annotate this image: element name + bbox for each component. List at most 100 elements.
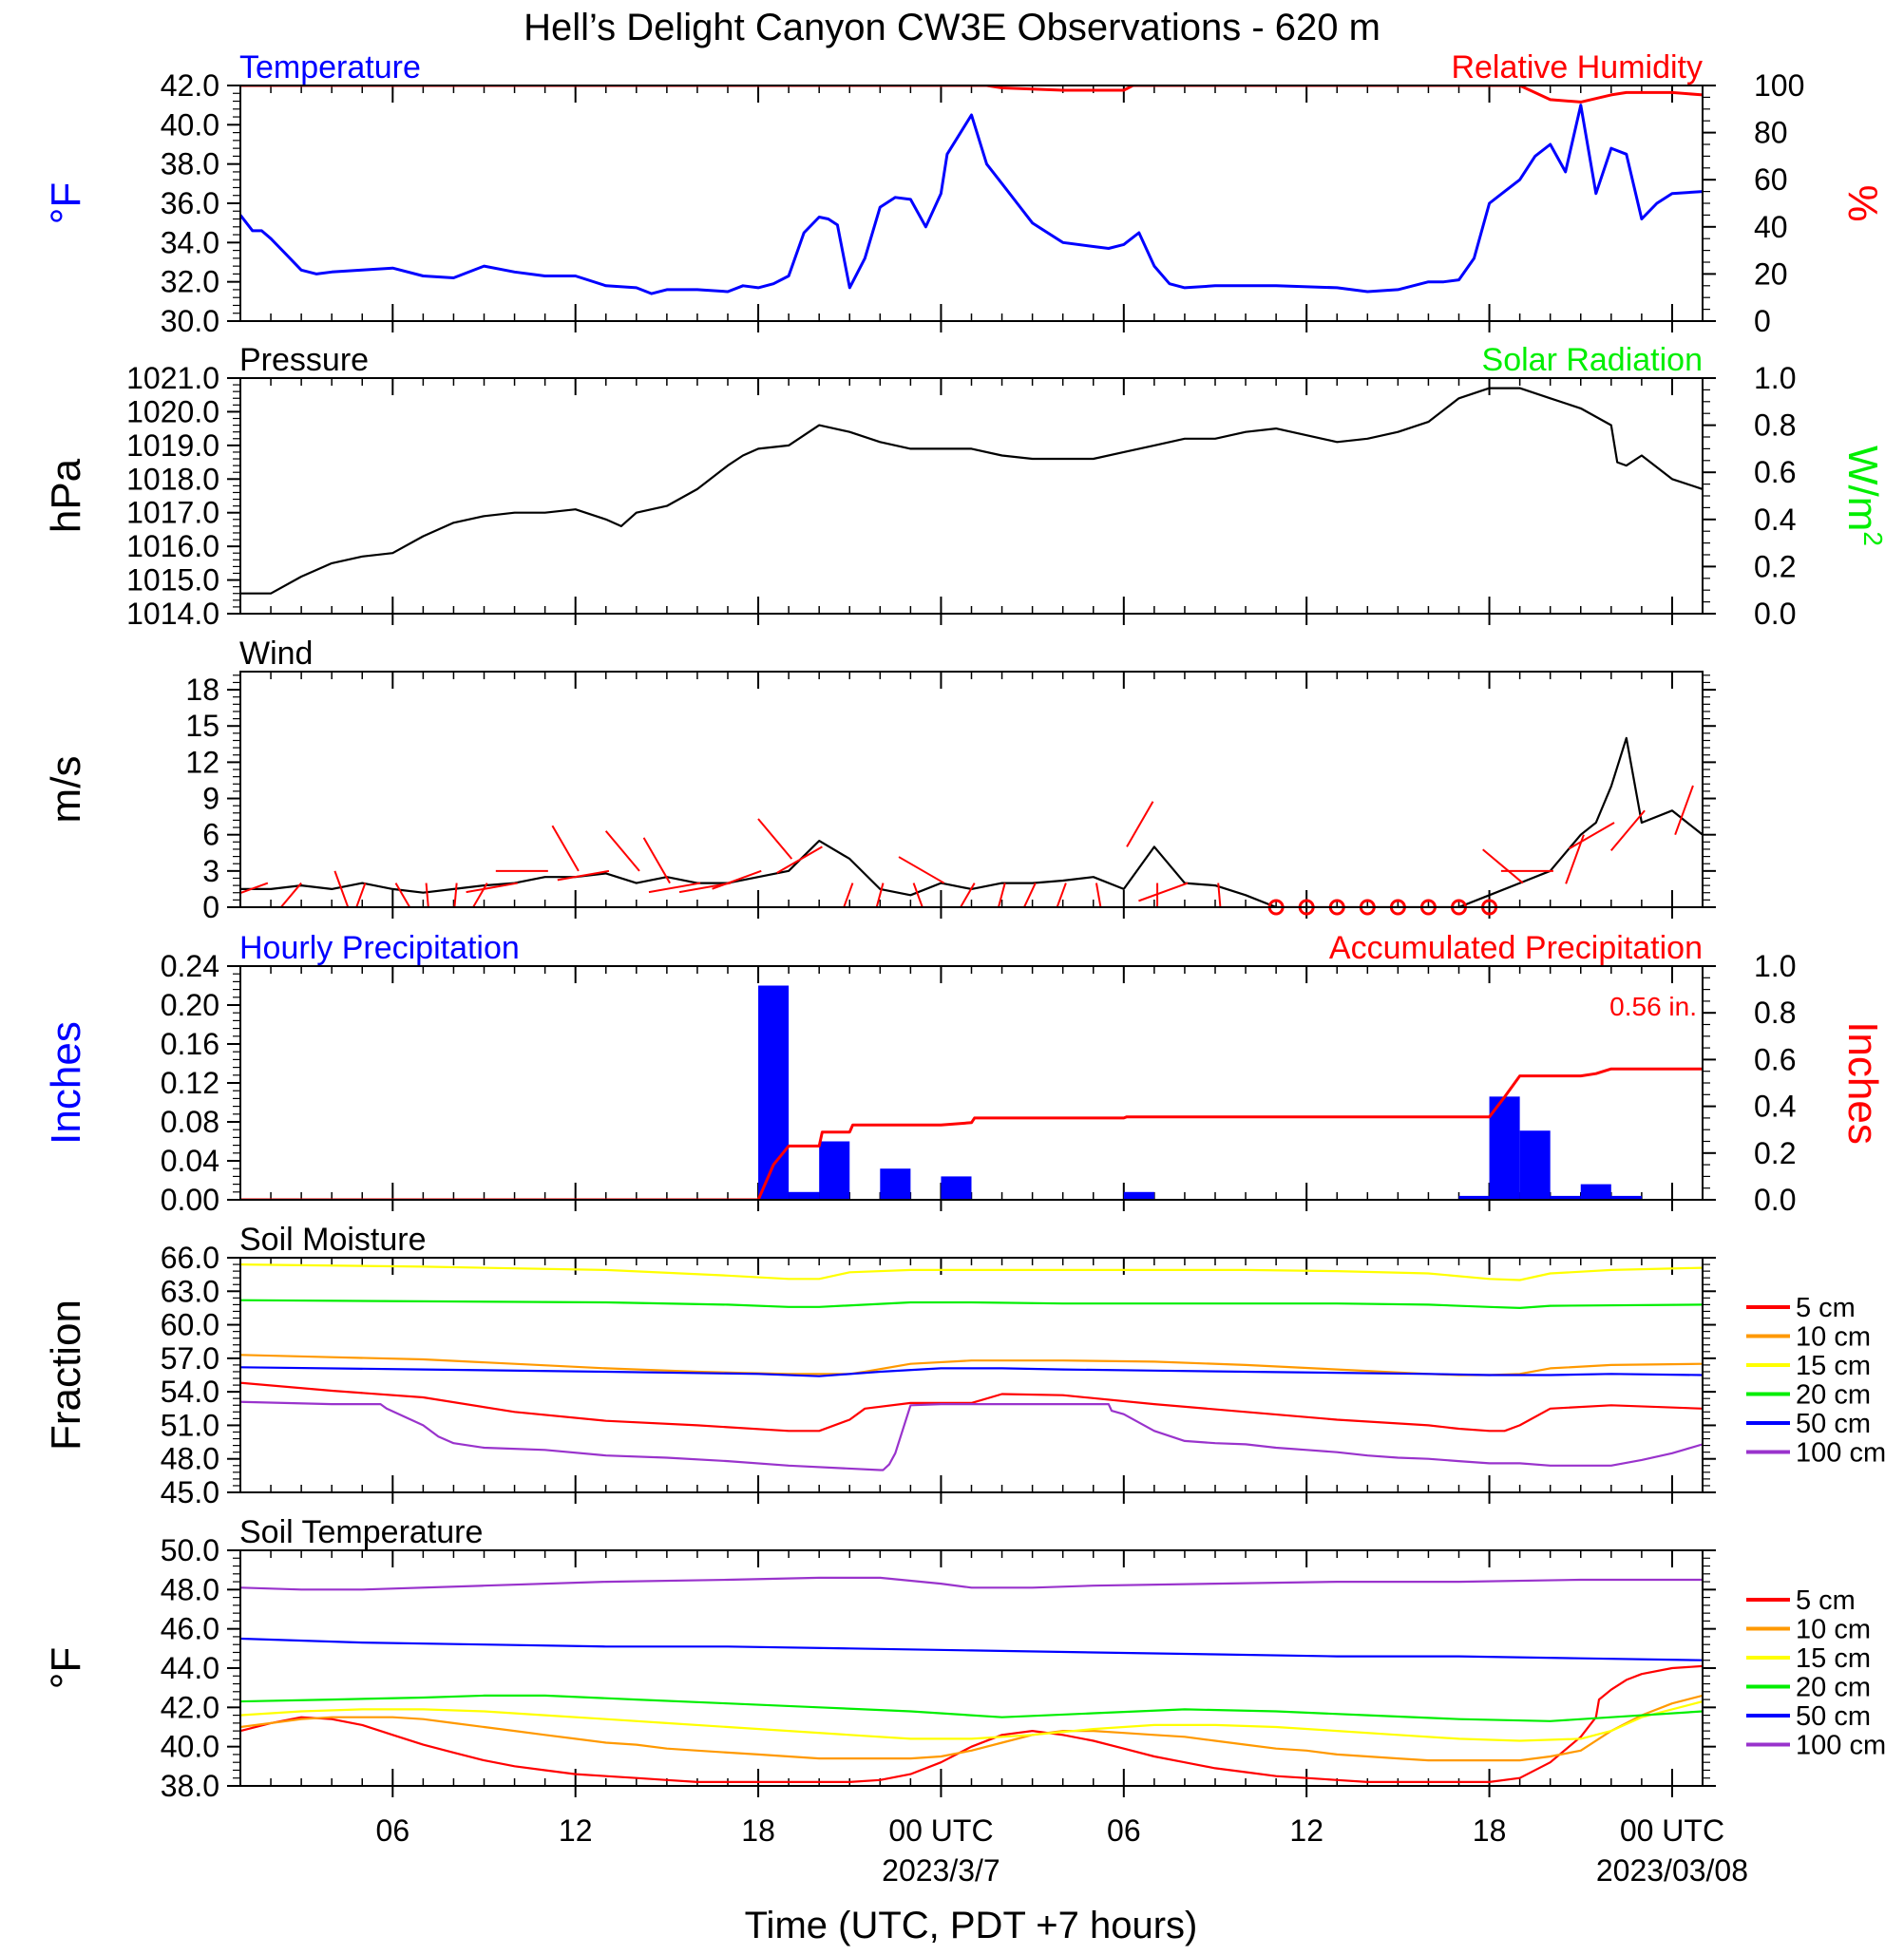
y-tick-label-right: 0.2 <box>1754 549 1796 583</box>
y-axis-title-left: Fraction <box>43 1300 89 1451</box>
wind-barb <box>1217 883 1222 907</box>
y-tick-label-left: 0.16 <box>161 1027 219 1061</box>
x-tick-label: 18 <box>741 1813 775 1848</box>
y-tick-label-right: 0 <box>1754 304 1771 338</box>
wind-barb <box>1568 822 1615 850</box>
wind-barb <box>394 883 411 907</box>
y-tick-label-left: 0 <box>202 890 219 924</box>
x-axis-title: Time (UTC, PDT +7 hours) <box>745 1905 1198 1946</box>
panel-title-left: Hourly Precipitation <box>239 930 520 966</box>
plot-area <box>240 387 1703 595</box>
chart-panels: 30.032.034.036.038.040.042.0020406080100… <box>43 49 1888 1888</box>
y-tick-label-right: 0.6 <box>1754 1042 1796 1076</box>
y-tick-label-left: 0.00 <box>161 1183 219 1217</box>
panel-title-right: Accumulated Precipitation <box>1329 930 1703 966</box>
y-tick-label-left: 42.0 <box>161 1690 219 1724</box>
panel-soil-temp: 38.0 40.0 42.0 44.0 46.0 48.0 50.0 Soil Tempera… <box>43 1514 1886 1888</box>
y-tick-label-right: 0.0 <box>1754 597 1796 631</box>
y-tick-label-left: 51.0 <box>161 1408 219 1442</box>
y-tick-label-left: 54.0 <box>161 1375 219 1409</box>
y-tick-label-right: 20 <box>1754 256 1788 291</box>
wind-barb <box>453 883 458 907</box>
accumulated-total-label: 0.56 in. <box>1609 992 1697 1021</box>
y-tick-label-right: 0.8 <box>1754 996 1796 1030</box>
x-tick-label: 12 <box>1289 1813 1323 1848</box>
x-tick-label: 06 <box>376 1813 410 1848</box>
y-tick-label-left: 1016.0 <box>126 529 219 563</box>
series-line-left-0 <box>240 387 1703 595</box>
y-tick-label-left: 48.0 <box>161 1572 219 1606</box>
y-tick-label-left: 0.08 <box>161 1105 219 1139</box>
y-tick-label-left: 0.24 <box>161 949 219 983</box>
y-axis-title-right: W/m2 <box>1839 446 1888 546</box>
y-tick-label-left: 0.20 <box>161 988 219 1022</box>
y-tick-label-left: 12 <box>185 745 219 779</box>
y-tick-label-right: 0.6 <box>1754 455 1796 489</box>
y-tick-label-left: 1017.0 <box>126 496 219 530</box>
wind-barb <box>1138 882 1189 902</box>
x-tick-label: 00 UTC <box>888 1813 993 1848</box>
precip-bar <box>1580 1184 1611 1200</box>
y-tick-label-left: 44.0 <box>161 1651 219 1685</box>
wind-barb <box>240 882 269 895</box>
panel-title-left: Pressure <box>239 342 369 378</box>
y-tick-label-left: 30.0 <box>161 304 219 338</box>
y-tick-label-left: 1021.0 <box>126 361 219 395</box>
precip-bar <box>880 1168 911 1200</box>
y-tick-label-right: 0.4 <box>1754 503 1796 537</box>
precip-bar <box>1458 1195 1490 1200</box>
y-tick-label-right: 1.0 <box>1754 949 1796 983</box>
y-tick-label-right: 80 <box>1754 116 1788 150</box>
legend-label: 20 cm <box>1796 1380 1871 1411</box>
y-axis-title-right: Inches <box>1839 1021 1886 1145</box>
plot-area <box>240 1576 1703 1784</box>
y-tick-label-right: 60 <box>1754 162 1788 197</box>
y-axis-title-left: hPa <box>43 458 89 533</box>
panel-title-left: Soil Temperature <box>239 1514 483 1550</box>
series-line-20cm <box>240 1694 1703 1722</box>
wind-barb <box>1482 848 1524 884</box>
panel-frame <box>239 85 1704 322</box>
wind-barb <box>557 869 610 882</box>
legend-label: 50 cm <box>1796 1409 1871 1439</box>
panel-frame <box>239 1549 1704 1787</box>
wind-barb <box>875 883 885 907</box>
wind-barb <box>333 870 350 907</box>
series-line-50cm <box>240 1637 1703 1661</box>
y-tick-label-left: 1014.0 <box>126 597 219 631</box>
wind-barb <box>642 837 671 884</box>
x-tick-date-label: 2023/03/08 <box>1596 1853 1748 1888</box>
legend-label: 50 cm <box>1796 1701 1871 1732</box>
y-tick-label-left: 40.0 <box>161 107 219 142</box>
y-tick-label-left: 0.04 <box>161 1144 219 1178</box>
y-tick-label-left: 3 <box>202 854 219 888</box>
y-tick-label-left: 9 <box>202 782 219 816</box>
y-tick-label-left: 48.0 <box>161 1442 219 1476</box>
x-tick-label: 12 <box>559 1813 593 1848</box>
plot-area <box>240 985 1703 1200</box>
y-tick-label-left: 38.0 <box>161 1769 219 1803</box>
x-tick-label: 06 <box>1107 1813 1141 1848</box>
series-line-left-0 <box>240 736 1703 907</box>
wind-barb <box>776 845 823 874</box>
y-tick-label-left: 46.0 <box>161 1612 219 1646</box>
y-tick-label-left: 15 <box>185 709 219 743</box>
series-line-15cm <box>240 1263 1703 1281</box>
y-tick-label-left: 42.0 <box>161 68 219 103</box>
plot-area <box>240 736 1703 907</box>
y-tick-label-left: 36.0 <box>161 186 219 220</box>
x-tick-date-label: 2023/3/7 <box>882 1853 1000 1888</box>
x-tick-label: 00 UTC <box>1620 1813 1724 1848</box>
series-line-5cm <box>240 1381 1703 1433</box>
wind-barb <box>1095 883 1102 907</box>
y-tick-label-left: 40.0 <box>161 1730 219 1764</box>
y-tick-label-left: 38.0 <box>161 147 219 181</box>
panel-title-left: Wind <box>239 636 313 672</box>
legend-label: 10 cm <box>1796 1615 1871 1645</box>
y-axis-title-left: Inches <box>43 1021 89 1145</box>
legend-label: 15 cm <box>1796 1643 1871 1674</box>
wind-barb <box>959 883 976 907</box>
